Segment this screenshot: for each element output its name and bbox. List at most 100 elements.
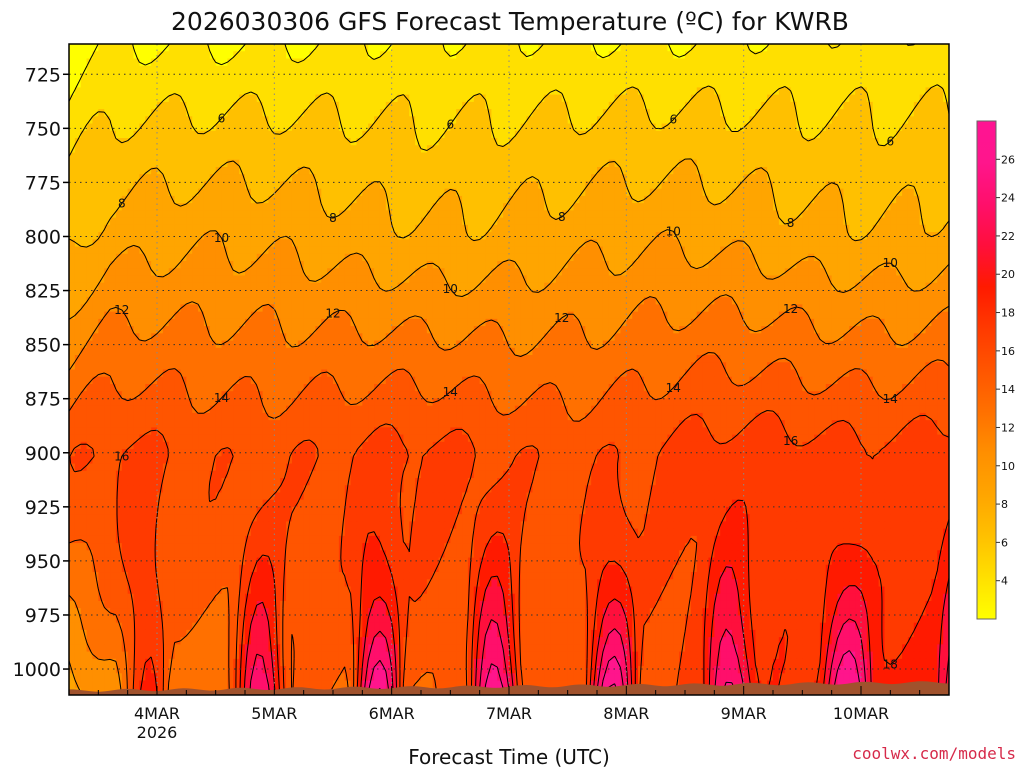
temperature-cell [643, 152, 651, 161]
temperature-cell [925, 174, 932, 183]
temperature-cell [121, 152, 129, 161]
temperature-cell [157, 232, 164, 240]
temperature-cell [462, 174, 469, 183]
temperature-cell [561, 268, 569, 277]
temperature-cell [861, 195, 868, 204]
temperature-cell [673, 80, 680, 88]
temperature-cell [884, 275, 891, 284]
temperature-cell [438, 116, 446, 125]
temperature-cell [643, 268, 651, 277]
temperature-cell [462, 261, 469, 269]
temperature-cell [368, 232, 375, 240]
temperature-cell [192, 253, 199, 262]
temperature-cell [861, 210, 868, 219]
temperature-cell [773, 116, 780, 125]
temperature-cell [374, 246, 381, 255]
temperature-cell [180, 152, 187, 161]
temperature-cell [239, 159, 246, 168]
temperature-cell [397, 44, 404, 52]
temperature-cell [233, 181, 240, 190]
temperature-cell [198, 44, 205, 52]
temperature-cell [831, 159, 839, 168]
temperature-cell [456, 224, 463, 233]
temperature-cell [597, 239, 604, 248]
temperature-cell [632, 72, 639, 81]
temperature-cell [720, 72, 727, 81]
temperature-cell [69, 239, 76, 248]
temperature-cell [215, 268, 223, 277]
temperature-cell [585, 261, 592, 269]
temperature-cell [643, 203, 651, 211]
temperature-cell [303, 44, 311, 52]
temperature-cell [209, 253, 217, 262]
temperature-cell [614, 123, 622, 132]
temperature-cell [432, 80, 440, 88]
temperature-cell [702, 239, 710, 248]
temperature-cell [679, 203, 686, 211]
temperature-cell [104, 166, 111, 175]
temperature-cell [585, 275, 592, 284]
temperature-cell [262, 109, 270, 117]
temperature-cell [168, 58, 176, 67]
temperature-cell [784, 123, 792, 132]
temperature-cell [356, 138, 363, 146]
temperature-cell [943, 152, 949, 161]
temperature-cell [591, 203, 598, 211]
temperature-cell [227, 181, 234, 190]
temperature-cell [696, 51, 704, 60]
temperature-cell [837, 130, 844, 139]
temperature-cell [532, 261, 539, 269]
temperature-cell [379, 94, 387, 103]
temperature-cell [421, 159, 428, 168]
temperature-cell [280, 174, 287, 183]
temperature-cell [931, 268, 938, 277]
temperature-cell [726, 94, 733, 103]
temperature-cell [714, 232, 721, 240]
temperature-cell [814, 72, 821, 81]
temperature-cell [778, 268, 786, 277]
temperature-cell [526, 109, 534, 117]
temperature-cell [591, 232, 598, 240]
temperature-cell [115, 268, 123, 277]
temperature-cell [221, 101, 228, 110]
temperature-cell [632, 217, 639, 226]
temperature-cell [256, 268, 264, 277]
temperature-cell [925, 253, 932, 262]
temperature-cell [597, 210, 604, 219]
temperature-cell [69, 44, 76, 52]
temperature-cell [174, 166, 182, 175]
temperature-cell [157, 65, 164, 74]
temperature-cell [861, 217, 868, 226]
temperature-cell [702, 80, 710, 88]
temperature-cell [303, 210, 311, 219]
temperature-cell [262, 116, 270, 125]
temperature-cell [896, 65, 903, 74]
temperature-cell [110, 65, 117, 74]
temperature-cell [462, 80, 469, 88]
temperature-cell [597, 224, 604, 233]
temperature-cell [802, 203, 809, 211]
temperature-cell [608, 261, 616, 269]
temperature-cell [714, 44, 721, 52]
temperature-cell [250, 166, 258, 175]
temperature-cell [767, 239, 774, 248]
temperature-cell [397, 174, 404, 183]
temperature-cell [731, 159, 739, 168]
temperature-cell [262, 130, 270, 139]
temperature-cell [866, 253, 874, 262]
temperature-cell [878, 109, 886, 117]
temperature-cell [649, 145, 657, 154]
temperature-cell [415, 224, 422, 233]
temperature-cell [203, 174, 211, 183]
temperature-cell [303, 181, 311, 190]
temperature-cell [115, 232, 123, 240]
temperature-cell [638, 130, 645, 139]
temperature-cell [180, 188, 187, 197]
temperature-cell [368, 130, 375, 139]
temperature-cell [239, 166, 246, 175]
temperature-cell [837, 195, 844, 204]
temperature-cell [526, 217, 534, 226]
temperature-cell [215, 72, 223, 81]
temperature-cell [819, 109, 827, 117]
temperature-cell [286, 203, 293, 211]
